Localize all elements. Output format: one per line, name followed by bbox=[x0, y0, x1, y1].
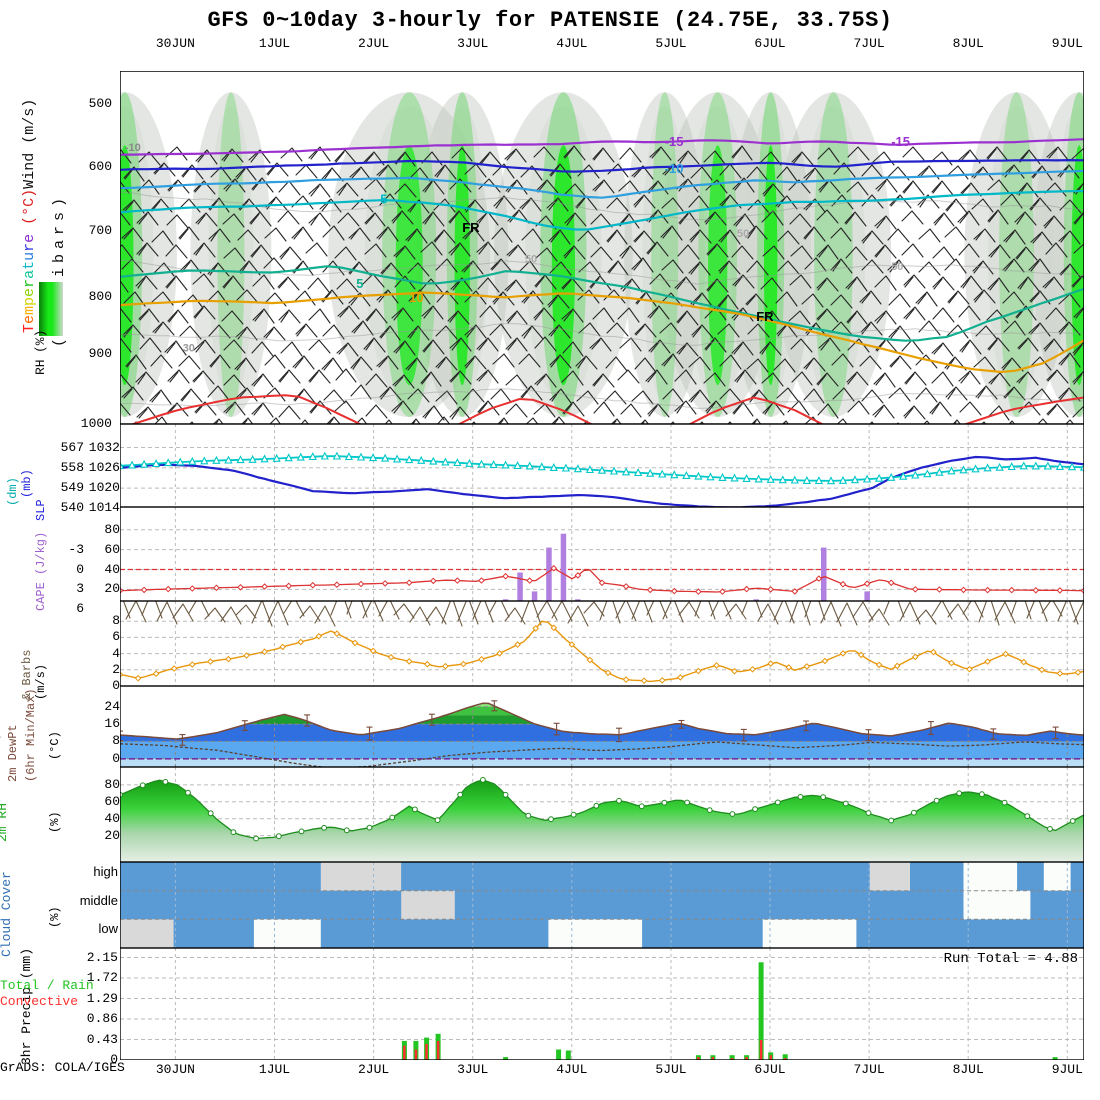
svg-text:-15: -15 bbox=[665, 134, 684, 149]
svg-text:FR: FR bbox=[462, 220, 480, 235]
svg-text:-15: -15 bbox=[891, 134, 910, 149]
svg-text:50: 50 bbox=[525, 254, 537, 266]
svg-text:10: 10 bbox=[409, 290, 423, 305]
svg-text:-10: -10 bbox=[125, 142, 141, 154]
svg-text:30: 30 bbox=[183, 343, 195, 355]
svg-text:50: 50 bbox=[737, 228, 749, 240]
svg-text:5: 5 bbox=[356, 276, 363, 291]
svg-text:FR: FR bbox=[756, 309, 774, 324]
svg-text:Run Total = 4.88: Run Total = 4.88 bbox=[944, 951, 1078, 967]
svg-text:50: 50 bbox=[891, 261, 903, 273]
svg-text:-10: -10 bbox=[665, 161, 684, 176]
svg-text:5: 5 bbox=[380, 191, 387, 206]
